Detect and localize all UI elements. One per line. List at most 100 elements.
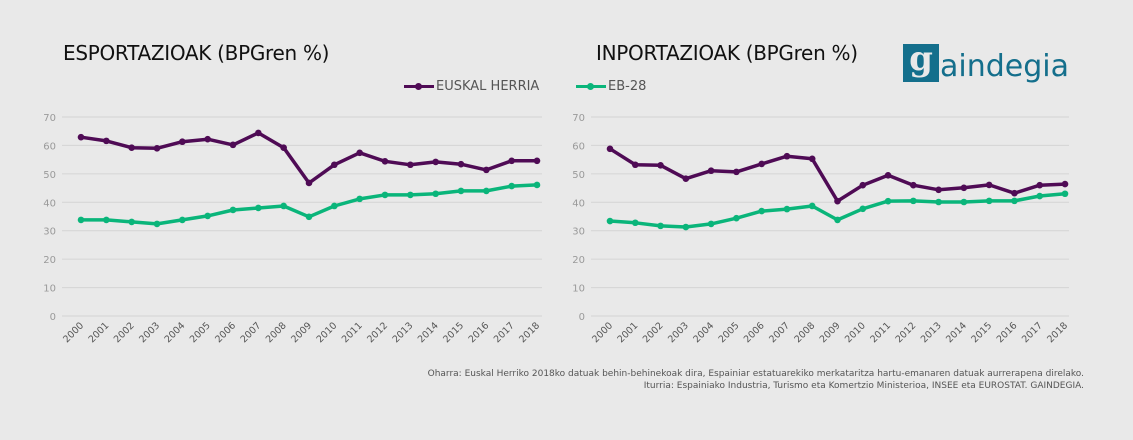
imports-point-eu	[935, 198, 942, 206]
imports-point-eh	[808, 155, 816, 163]
imports-x-tick-label: 2017	[1020, 320, 1045, 345]
imports-point-eu	[1011, 197, 1018, 205]
imports-x-tick-label: 2014	[944, 320, 969, 345]
exports-x-tick-label: 2014	[416, 320, 441, 345]
imports-x-tick-label: 2000	[590, 320, 615, 345]
imports-point-eu	[758, 207, 765, 215]
exports-point-eu	[508, 182, 515, 190]
legend-item-eb28: EB-28	[576, 79, 646, 94]
exports-point-eu	[407, 191, 414, 199]
exports-point-eh	[331, 161, 338, 169]
logo-letter-box: g	[903, 42, 939, 82]
imports-point-eh	[935, 186, 942, 194]
footnote-source: Iturria: Espainiako Industria, Turismo e…	[643, 381, 1084, 391]
imports-point-eh	[606, 145, 614, 153]
exports-y-tick-label: 0	[50, 312, 56, 323]
exports-point-eu	[128, 218, 135, 226]
imports-point-eh	[631, 161, 639, 169]
imports-x-tick-label: 2018	[1045, 320, 1070, 345]
exports-point-eu	[483, 187, 490, 195]
imports-point-eu	[783, 205, 791, 213]
imports-point-eu	[859, 205, 867, 213]
imports-point-eh	[657, 162, 664, 169]
exports-point-eh	[356, 149, 363, 157]
imports-y-tick-label: 50	[572, 170, 585, 181]
imports-point-eu	[1036, 192, 1044, 200]
exports-y-tick-label: 20	[43, 255, 56, 266]
exports-x-tick-label: 2002	[112, 320, 137, 345]
imports-point-eh	[682, 175, 690, 182]
imports-point-eh	[1011, 189, 1018, 197]
exports-point-eu	[153, 220, 161, 228]
imports-x-tick-label: 2012	[894, 320, 919, 345]
imports-point-eh	[884, 171, 892, 179]
imports-point-eu	[631, 219, 639, 227]
exports-point-eh	[533, 157, 541, 165]
exports-point-eh	[407, 161, 414, 169]
exports-x-tick-label: 2010	[315, 320, 340, 345]
imports-x-tick-label: 2013	[919, 320, 944, 345]
exports-x-tick-label: 2007	[239, 320, 264, 345]
imports-x-tick-label: 2015	[969, 320, 994, 345]
exports-y-tick-label: 40	[43, 198, 56, 209]
imports-point-eh	[834, 197, 841, 205]
exports-x-tick-label: 2003	[137, 320, 162, 345]
imports-x-tick-label: 2006	[742, 320, 767, 345]
exports-point-eu	[533, 181, 541, 189]
exports-point-eu	[381, 191, 389, 199]
exports-point-eu	[229, 206, 237, 214]
exports-point-eh	[128, 144, 135, 152]
exports-point-eh	[457, 160, 465, 168]
exports-point-eh	[280, 144, 287, 152]
imports-point-eh	[1036, 181, 1044, 189]
legend-label-eh: EUSKAL HERRIA	[436, 79, 540, 94]
exports-point-eh	[305, 179, 313, 187]
imports-line-euskal-herria	[608, 147, 1067, 203]
exports-y-tick-label: 30	[43, 227, 56, 238]
imports-x-tick-label: 2002	[641, 320, 666, 345]
legend-item-euskal-herria: EUSKAL HERRIA	[404, 79, 539, 94]
exports-line-euskal-herria	[79, 131, 539, 185]
imports-point-eh	[910, 181, 917, 189]
imports-x-tick-label: 2010	[843, 320, 868, 345]
exports-x-tick-label: 2005	[188, 320, 213, 345]
exports-x-tick-label: 2013	[391, 320, 416, 345]
exports-x-tick-label: 2009	[289, 320, 314, 345]
imports-point-eh	[733, 168, 740, 176]
imports-x-tick-label: 2003	[666, 320, 691, 345]
imports-y-tick-label: 70	[572, 113, 585, 124]
exports-x-tick-label: 2008	[264, 320, 289, 345]
exports-point-eu	[305, 213, 313, 221]
imports-point-eu	[733, 214, 740, 222]
exports-point-eu	[204, 212, 211, 220]
imports-y-tick-label: 60	[572, 141, 585, 152]
exports-point-eh	[508, 157, 515, 165]
imports-point-eh	[758, 160, 765, 168]
imports-point-eh	[960, 184, 968, 192]
logo-wordmark: aindegia	[940, 49, 1069, 84]
exports-point-eh	[204, 135, 211, 143]
exports-point-eu	[280, 202, 287, 210]
imports-x-tick-label: 2011	[868, 320, 893, 345]
exports-x-tick-label: 2006	[213, 320, 238, 345]
imports-point-eu	[606, 217, 614, 225]
imports-point-eu	[884, 197, 892, 205]
gaindegia-logo: g aindegia	[903, 42, 1069, 84]
exports-point-eh	[103, 137, 110, 145]
exports-point-eh	[432, 158, 439, 166]
legend-label-eu: EB-28	[608, 79, 647, 94]
exports-x-tick-label: 2000	[61, 320, 86, 345]
exports-point-eu	[255, 204, 262, 212]
chart-title-imports: INPORTAZIOAK (BPGren %)	[596, 41, 858, 65]
imports-point-eu	[960, 198, 968, 206]
imports-point-eu	[808, 202, 816, 210]
exports-point-eh	[483, 166, 490, 174]
exports-x-tick-label: 2012	[365, 320, 390, 345]
imports-point-eu	[682, 223, 690, 231]
legend-swatch-eh-icon	[404, 83, 434, 90]
exports-point-eu	[457, 187, 465, 195]
exports-point-eu	[77, 216, 85, 224]
exports-point-eh	[77, 133, 85, 141]
exports-point-eu	[103, 216, 110, 224]
exports-point-eh	[153, 144, 161, 152]
